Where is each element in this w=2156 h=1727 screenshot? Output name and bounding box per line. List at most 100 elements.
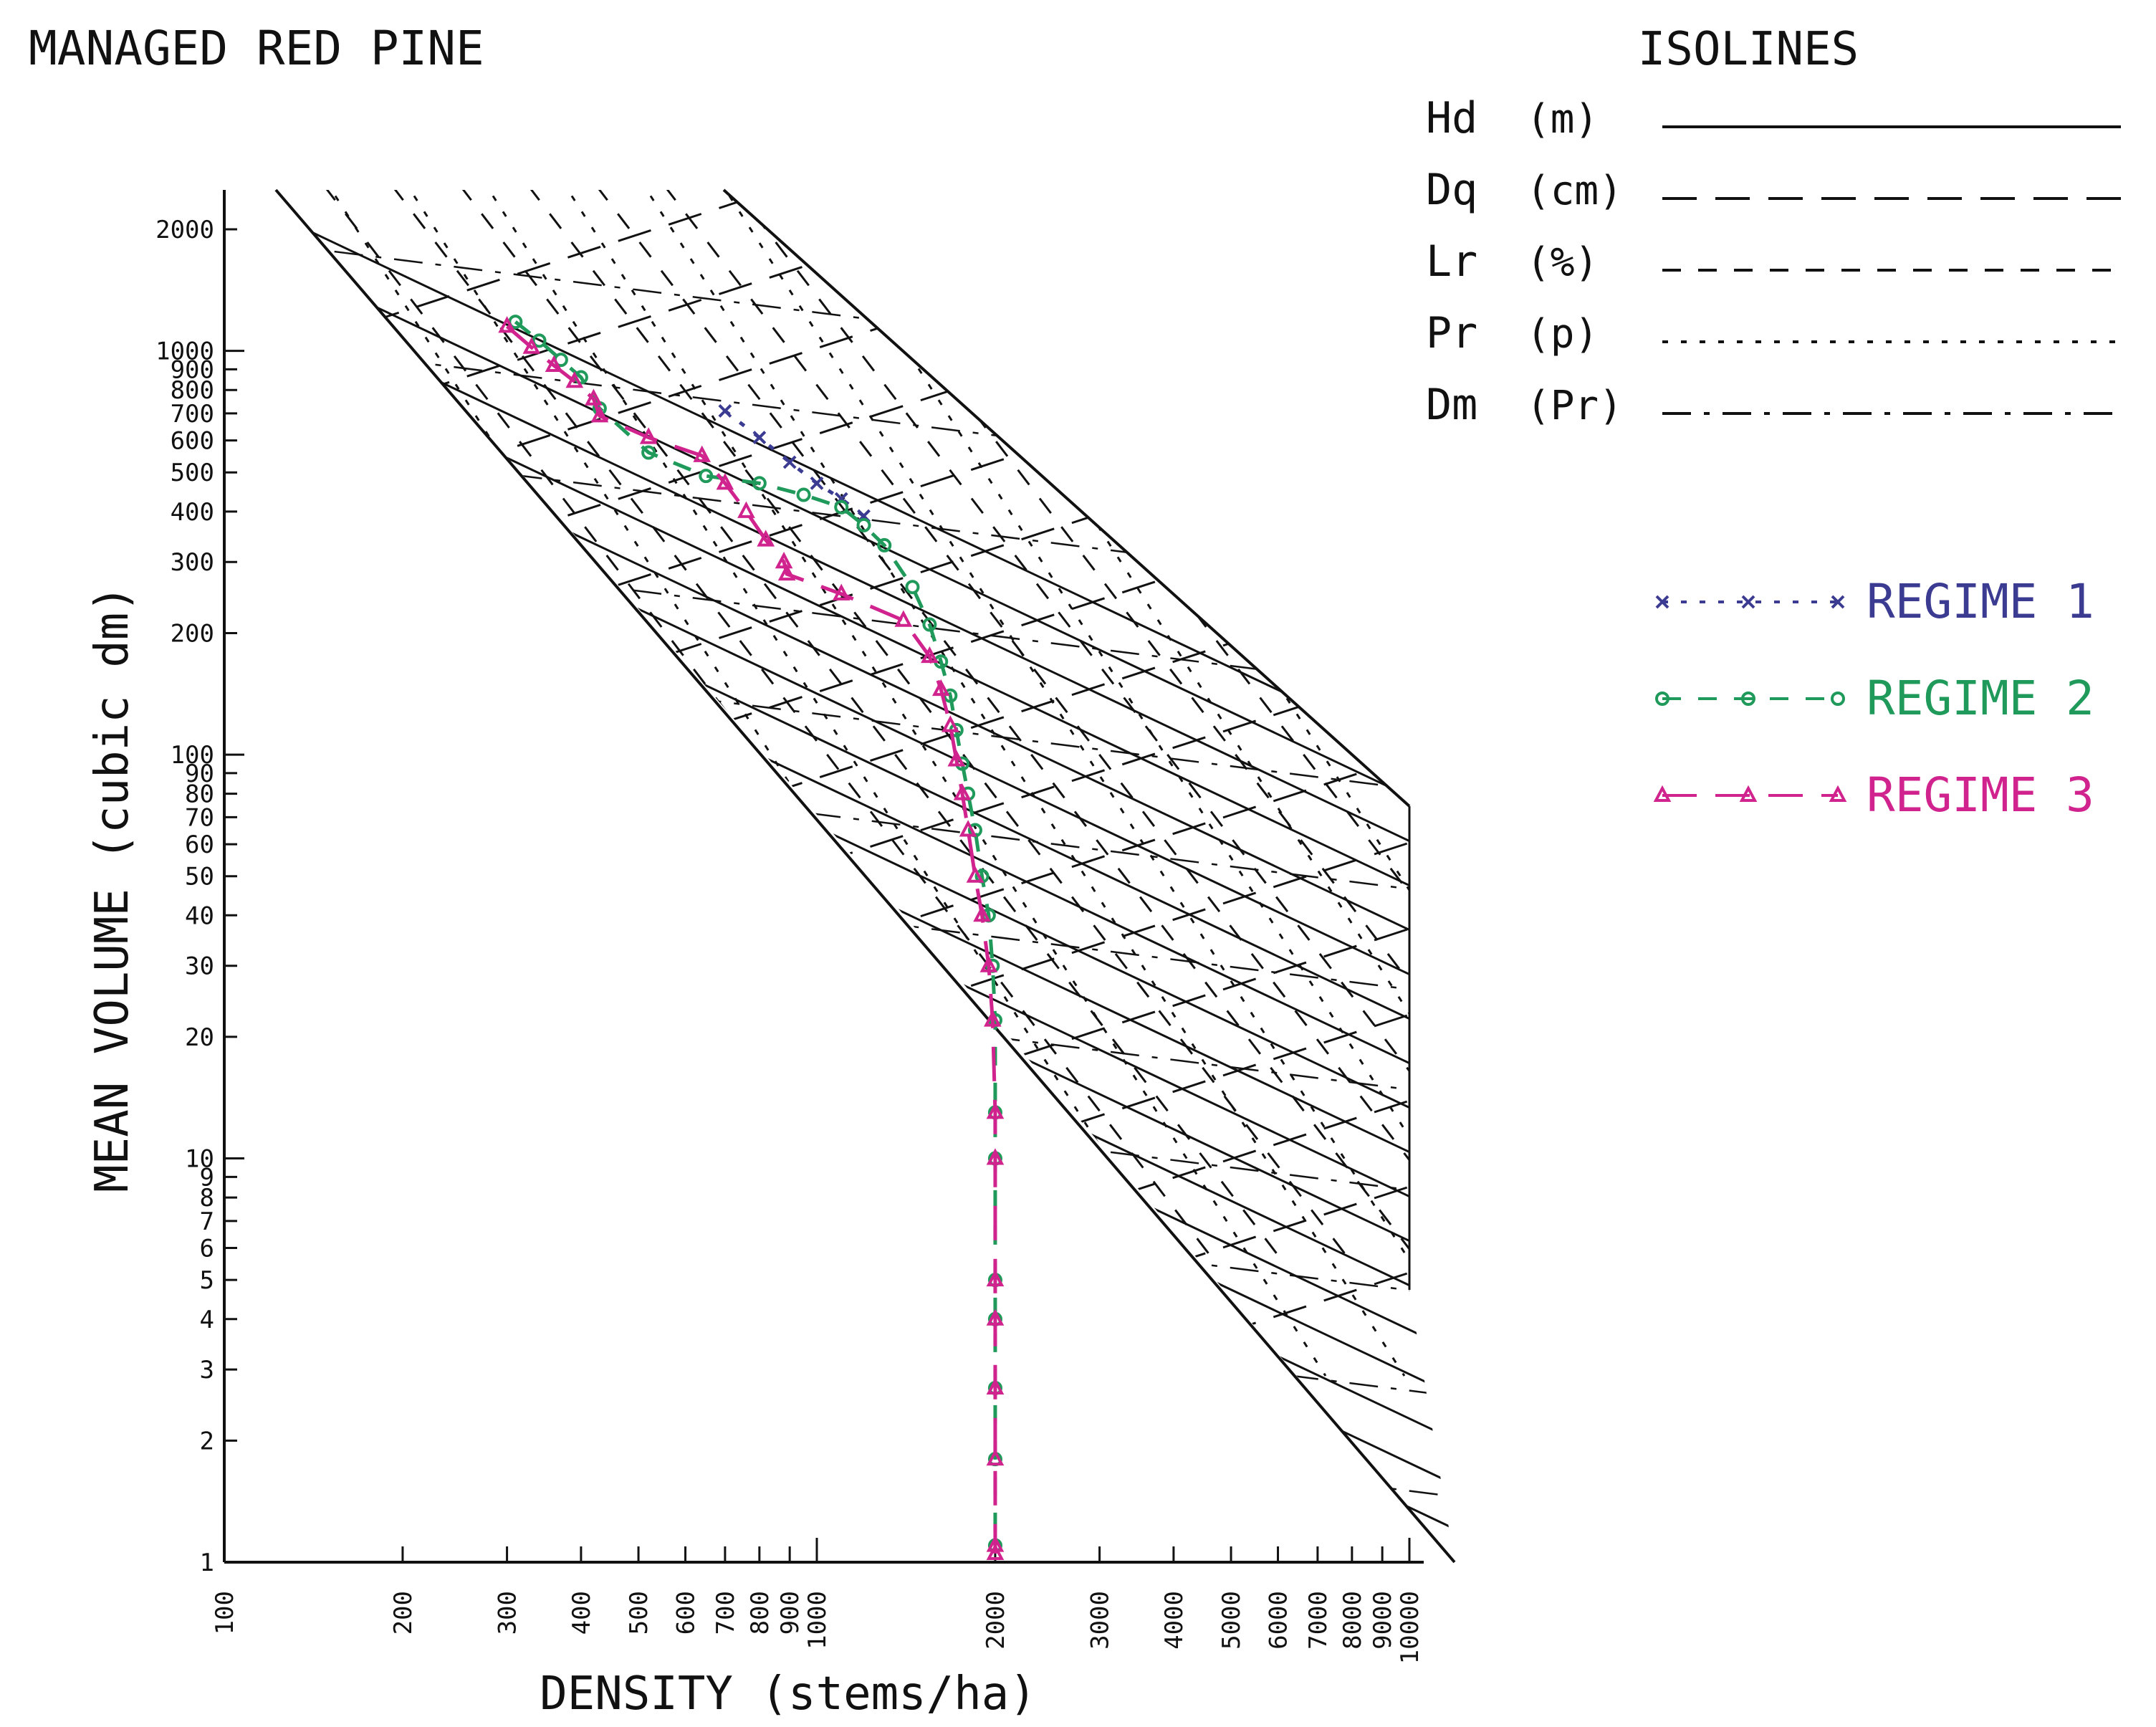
series-point [810,476,824,490]
series-point [718,404,732,418]
isolines-legend: ISOLINES Hd (m) Dq (cm) Lr (%) Pr (p) Dm (Pr) [1426,23,2121,430]
y-tick-label: 800 [171,376,214,405]
series-point [942,715,959,732]
y-tick-label: 20 [185,1023,214,1052]
series-point [641,445,656,460]
series-point [1653,785,1672,802]
x-tick-label: 900 [776,1591,805,1635]
pr-isoline [815,190,1455,1377]
series-point [522,337,541,354]
series-line [505,325,997,1554]
series-point [986,1269,1005,1287]
x-tick-label: 1000 [803,1591,832,1650]
isoline-legend-label: Dm [1426,380,1477,430]
series-point [986,1535,1005,1552]
pr-isoline [894,190,1455,1377]
series-point [1831,692,1845,706]
series-3 [498,316,1005,1561]
y-tick-label: 7 [200,1207,214,1236]
y-tick-label: 1 [200,1549,214,1577]
y-tick-label: 9 [200,1163,214,1192]
x-tick-label: 800 [746,1591,775,1635]
lr-isoline [622,190,1455,1262]
y-tick-label: 3 [200,1356,214,1384]
series-point [921,646,939,664]
isoline-legend-unit: (m) [1526,96,1599,143]
y-tick-label: 70 [185,803,214,832]
pr-isoline [500,190,1327,1377]
series-point [565,371,584,388]
x-tick-label: 200 [389,1591,418,1635]
series-point [894,610,913,627]
series-point [1739,785,1758,802]
lr-isoline [350,190,1284,1262]
series-legend-item: REGIME 2 [1655,671,2094,726]
x-tick-label: 9000 [1369,1591,1397,1650]
series-point [979,955,998,972]
x-tick-label: 300 [494,1591,522,1635]
series-point [639,427,658,444]
series-point [532,333,547,348]
pr-isoline [579,190,1406,1377]
series-point [693,445,712,462]
series-point [922,617,937,632]
x-tick-label: 400 [567,1591,596,1635]
y-tick-label: 200 [171,619,214,648]
upper-boundary-line [722,188,1411,808]
dm-isoline [276,737,1455,912]
series-point [986,1102,1005,1119]
x-tick-label: 700 [712,1591,740,1635]
series-legend-item: REGIME 3 [1653,767,2094,823]
isoline-legend-unit: (Pr) [1526,383,1623,429]
dm-isoline [276,536,1455,711]
y-tick-label: 100 [171,741,214,770]
x-tick-label: 10000 [1396,1591,1424,1664]
series-point [953,783,972,800]
x-tick-label: 7000 [1304,1591,1333,1650]
isoline-legend-label: Hd [1426,93,1477,143]
x-tick-label: 3000 [1086,1591,1115,1650]
dq-isoline [276,190,1455,374]
x-tick-label: 4000 [1160,1591,1189,1650]
x-tick-label: 500 [625,1591,653,1635]
lr-isoline [276,190,1148,1262]
y-tick-label: 300 [171,548,214,577]
y-tick-label: 4 [200,1306,214,1334]
y-tick-label: 10 [185,1145,214,1174]
series-point [856,517,871,532]
pr-isoline [658,190,1455,1377]
x-tick-label: 5000 [1217,1591,1246,1650]
x-tick-label: 6000 [1265,1591,1293,1650]
series-point [832,583,851,601]
series-legend-label: REGIME 1 [1867,574,2094,629]
y-tick-label: 600 [171,427,214,456]
y-tick-label: 2000 [155,216,214,244]
series-point [986,1148,1005,1165]
series-point [905,580,920,595]
lr-isoline [418,190,1352,1262]
series-point [966,866,984,883]
series-legend-label: REGIME 3 [1867,767,2094,823]
series-point [984,1010,1002,1027]
isoline-legend-label: Pr [1426,308,1477,358]
y-tick-label: 6 [200,1235,214,1263]
series-point [986,1448,1005,1466]
y-tick-label: 80 [185,780,214,809]
y-tick-label: 900 [171,355,214,384]
y-tick-label: 60 [185,831,214,859]
isoline-legend-unit: (%) [1526,239,1599,286]
pr-isoline [737,190,1455,1377]
pr-isoline [342,190,1169,1377]
isoline-legend-label: Lr [1426,236,1477,287]
dm-isoline [276,436,1455,611]
isoline-legend-label: Dq [1426,165,1477,215]
x-axis-label: DENSITY (stems/ha) [540,1668,1037,1721]
series-point [796,487,811,502]
series-point [757,530,775,547]
lr-isoline [486,190,1420,1262]
lr-isoline [282,190,1216,1262]
y-tick-label: 400 [171,498,214,527]
series-point [1741,595,1755,609]
series-point [1741,692,1755,706]
